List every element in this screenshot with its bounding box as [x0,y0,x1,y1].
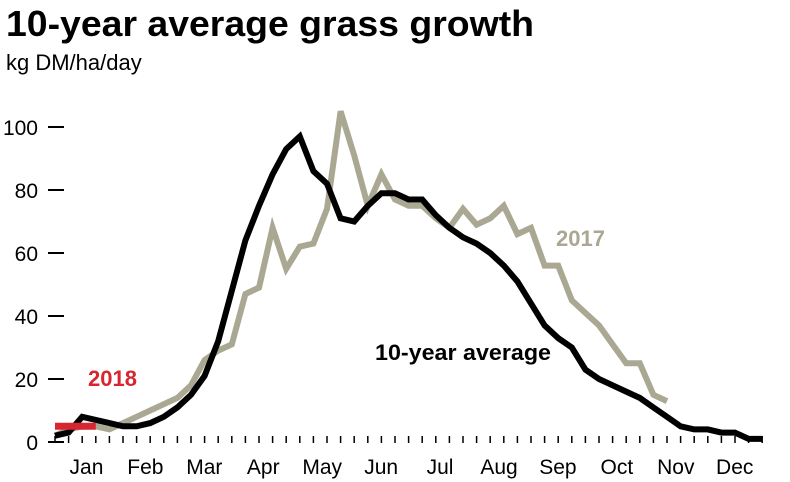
y-tick-label: 20 [15,369,38,392]
x-month-label: Aug [480,456,517,479]
y-axis: 0 20 40 60 80 100 [3,117,64,455]
y-tick-label: 80 [15,180,38,203]
x-month-label: Jul [427,456,454,479]
x-month-label: May [302,456,342,479]
y-tick-label: 100 [3,117,38,140]
x-month-label: Sep [539,456,576,479]
series-lines [53,110,763,442]
label-2017: 2017 [556,226,605,251]
x-month-label: Oct [601,456,634,479]
x-month-label: Dec [716,456,753,479]
y-tick-label: 0 [26,432,38,455]
x-month-label: Nov [657,456,695,479]
x-month-label: Apr [247,456,280,479]
y-tick-label: 60 [15,243,38,266]
y-tick-label: 40 [15,306,38,329]
series-line-10-year-average [54,131,763,442]
x-month-label: Mar [186,456,222,479]
series-line-2017 [53,110,669,439]
label-2018: 2018 [88,366,137,391]
x-month-label: Jan [70,456,104,479]
x-month-label: Jun [364,456,398,479]
chart-title: 10-year average grass growth [6,3,534,44]
label-10-year-average: 10-year average [375,340,551,365]
x-month-label: Feb [127,456,163,479]
x-axis: Jan Feb Mar Apr May Jun Jul Aug Sep Oct Nov Dec [54,436,763,479]
chart-subtitle: kg DM/ha/day [6,50,142,75]
